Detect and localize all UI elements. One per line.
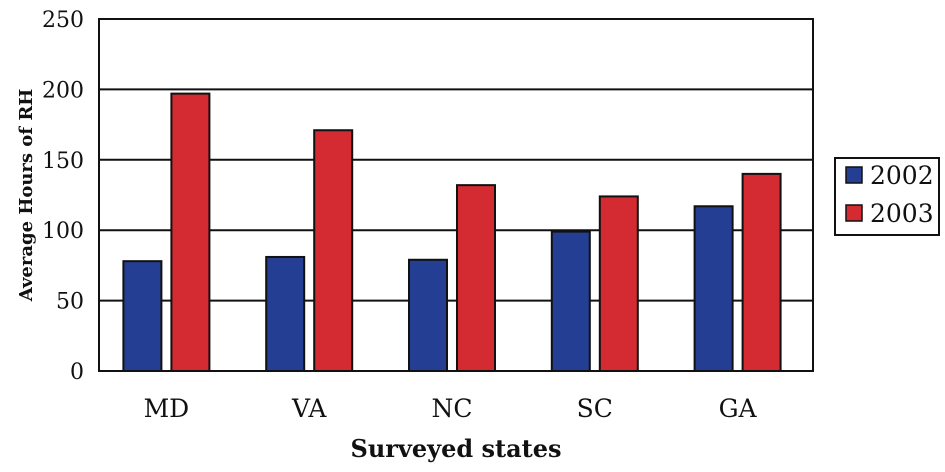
bar-2002-SC — [550, 230, 591, 372]
y-tick-label: 50 — [56, 290, 84, 315]
y-axis-title: Average Hours of RH — [16, 89, 37, 303]
x-axis-title: Surveyed states — [350, 434, 561, 463]
bar-2003-MD — [170, 92, 211, 373]
bar-2002-MD — [122, 260, 163, 372]
bar-2003-NC — [456, 184, 496, 372]
x-tick-label: VA — [291, 394, 327, 423]
y-tick-label: 200 — [42, 78, 84, 103]
y-tick-label: 150 — [42, 149, 84, 174]
bars — [122, 92, 782, 373]
bar-2003-GA — [741, 172, 782, 372]
x-tick-label: SC — [577, 394, 613, 423]
legend: 2002 2003 — [834, 157, 940, 236]
bar-2002-NC — [408, 258, 448, 373]
bar-2003-VA — [313, 129, 354, 372]
bar-2002-GA — [693, 205, 734, 372]
legend-items: 2002 2003 — [845, 161, 934, 228]
x-tick-labels: MD VA NC SC GA — [144, 394, 758, 423]
legend-swatch — [845, 204, 863, 222]
legend-swatch — [845, 166, 863, 184]
x-tick-label: GA — [719, 394, 758, 423]
legend-label: 2003 — [870, 199, 934, 228]
bar-2003-SC — [598, 195, 639, 372]
plot-frame — [98, 18, 814, 372]
y-tick-label: 250 — [42, 8, 84, 33]
y-tick-label: 100 — [42, 219, 84, 244]
y-tick-labels: 0 50 100 150 200 250 — [42, 8, 84, 385]
x-tick-label: NC — [431, 394, 472, 423]
bar-2002-VA — [265, 255, 306, 372]
x-tick-label: MD — [144, 394, 190, 423]
y-tick-label: 0 — [70, 360, 84, 385]
legend-label: 2002 — [870, 161, 934, 190]
